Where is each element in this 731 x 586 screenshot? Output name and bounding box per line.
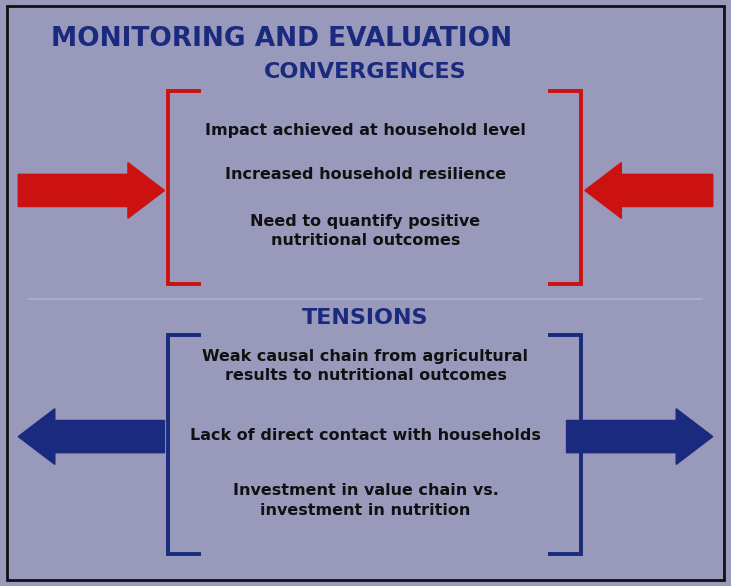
Text: Lack of direct contact with households: Lack of direct contact with households	[190, 428, 541, 443]
Text: Need to quantify positive
nutritional outcomes: Need to quantify positive nutritional ou…	[251, 214, 480, 248]
Polygon shape	[18, 162, 164, 218]
Text: CONVERGENCES: CONVERGENCES	[264, 62, 467, 81]
Polygon shape	[18, 409, 164, 464]
Text: Increased household resilience: Increased household resilience	[225, 167, 506, 182]
Text: Impact achieved at household level: Impact achieved at household level	[205, 123, 526, 138]
Polygon shape	[567, 409, 713, 464]
Text: TENSIONS: TENSIONS	[302, 308, 429, 328]
Text: Weak causal chain from agricultural
results to nutritional outcomes: Weak causal chain from agricultural resu…	[202, 349, 529, 383]
Text: Investment in value chain vs.
investment in nutrition: Investment in value chain vs. investment…	[232, 483, 499, 517]
Polygon shape	[585, 162, 713, 218]
Text: MONITORING AND EVALUATION: MONITORING AND EVALUATION	[51, 26, 512, 52]
